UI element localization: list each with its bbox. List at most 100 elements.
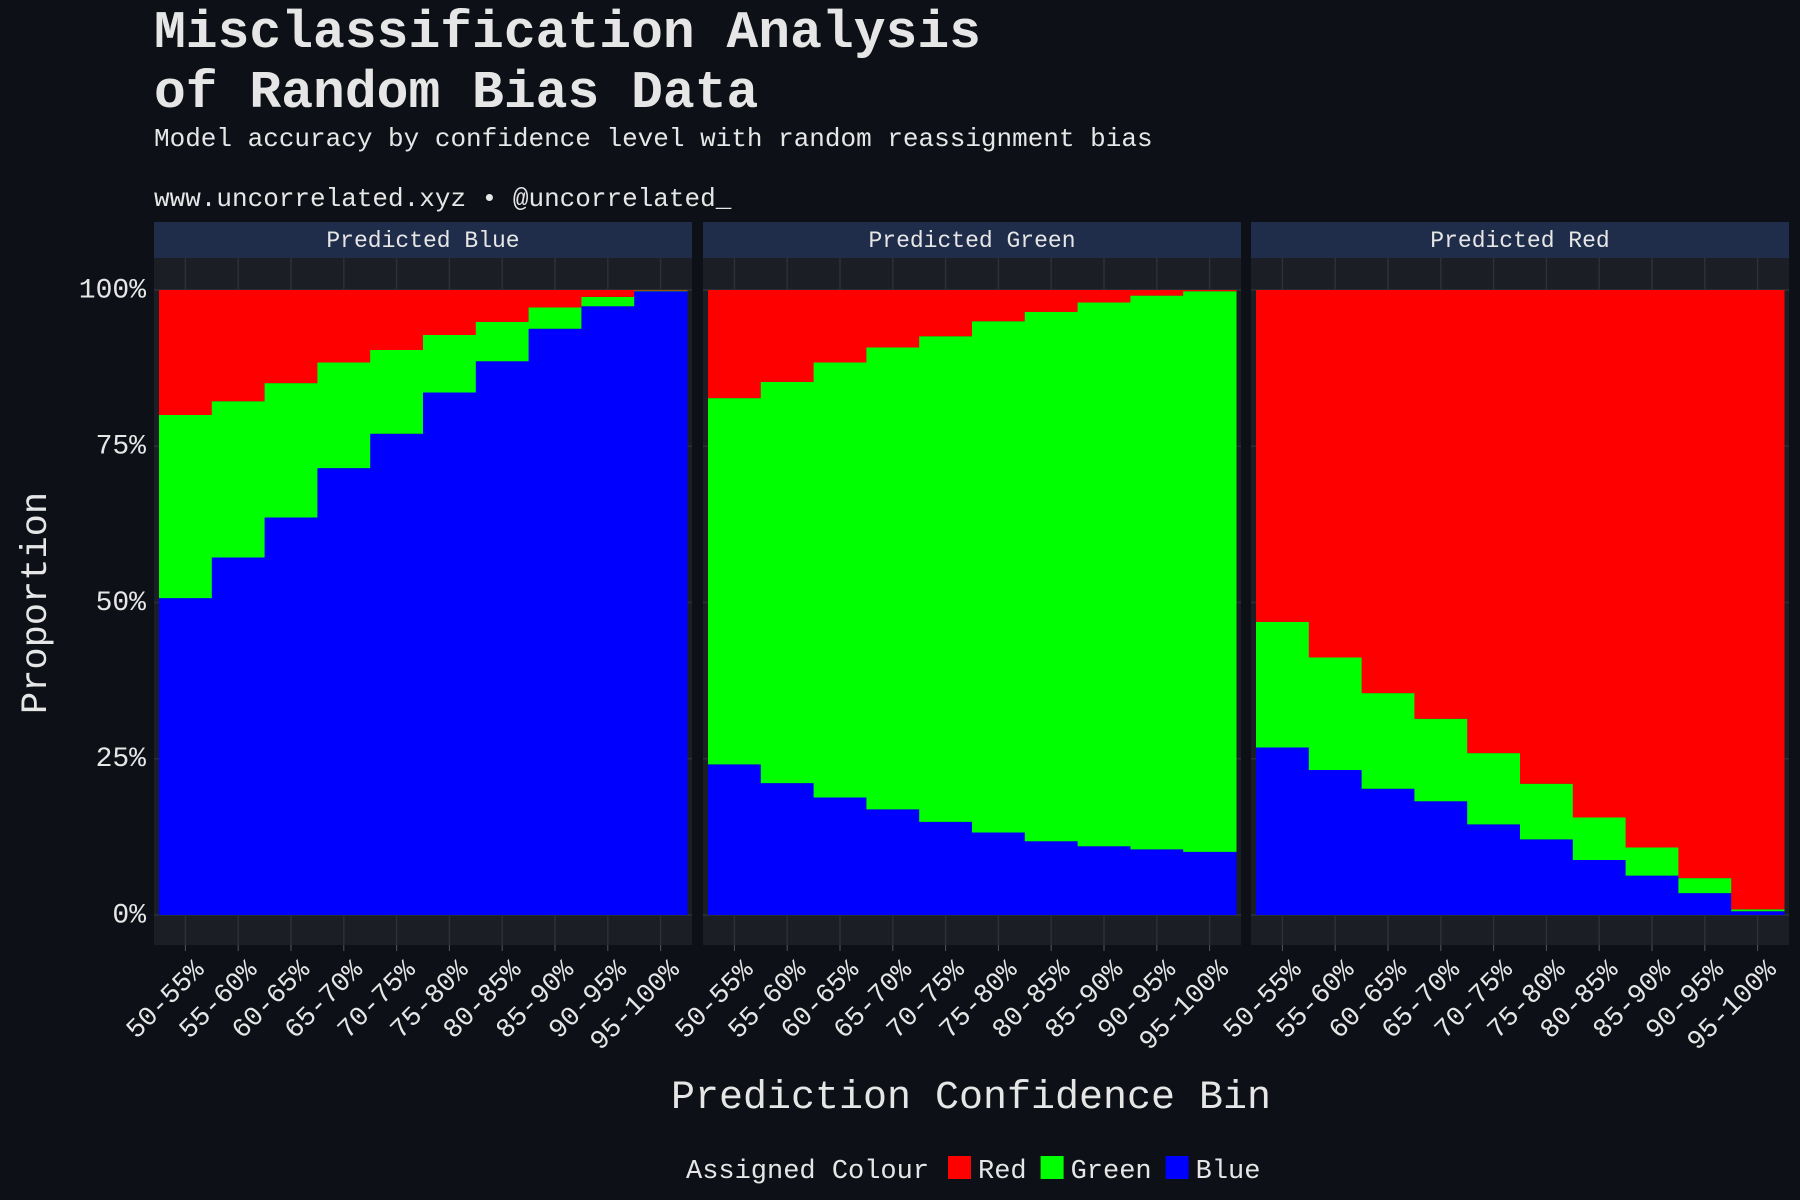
bar-segment bbox=[1024, 311, 1079, 842]
bar-segment bbox=[1308, 290, 1363, 658]
bar-segment bbox=[264, 383, 318, 518]
strip-label: Predicted Blue bbox=[326, 228, 519, 254]
bar-segment bbox=[1572, 290, 1627, 818]
legend-label: Blue bbox=[1196, 1157, 1261, 1187]
bar-segment bbox=[813, 797, 867, 915]
bar-segment bbox=[159, 598, 213, 915]
bar-segment bbox=[370, 350, 424, 434]
strip bbox=[154, 222, 692, 258]
bar-segment bbox=[972, 290, 1026, 322]
legend-swatch bbox=[1165, 1156, 1189, 1179]
bar-segment bbox=[1414, 801, 1468, 915]
y-tick-label: 75% bbox=[96, 432, 147, 463]
bar-segment bbox=[581, 306, 635, 915]
strip bbox=[1251, 222, 1789, 258]
bar-segment bbox=[475, 321, 530, 362]
bar-segment bbox=[1572, 817, 1627, 860]
strip bbox=[703, 222, 1241, 258]
chart-title: Misclassification Analysis bbox=[154, 3, 981, 63]
bar-segment bbox=[760, 783, 815, 915]
bar-segment bbox=[1361, 290, 1415, 694]
bar-segment bbox=[1130, 295, 1184, 850]
bar-segment bbox=[1183, 290, 1237, 292]
bar-segment bbox=[1467, 753, 1521, 825]
bar-segment bbox=[1077, 846, 1131, 915]
bar-segment bbox=[708, 398, 762, 765]
bar-segment bbox=[1361, 693, 1415, 789]
bar-segment bbox=[1731, 911, 1785, 915]
bar-segment bbox=[528, 328, 582, 915]
bar-segment bbox=[760, 381, 815, 784]
bar-segment bbox=[581, 290, 635, 297]
bar-segment bbox=[866, 290, 920, 348]
bar-segment bbox=[317, 290, 371, 363]
bar-segment bbox=[760, 290, 815, 382]
strip-label: Predicted Red bbox=[1430, 228, 1609, 254]
bar-segment bbox=[1414, 718, 1468, 802]
bar-segment bbox=[1256, 747, 1310, 915]
y-tick-label: 50% bbox=[96, 588, 147, 619]
legend-label: Green bbox=[1071, 1157, 1152, 1187]
bar-segment bbox=[813, 290, 867, 363]
bar-segment bbox=[475, 290, 530, 322]
bar-segment bbox=[159, 415, 213, 599]
bar-segment bbox=[708, 764, 762, 915]
bar-segment bbox=[634, 290, 688, 292]
bar-segment bbox=[475, 361, 530, 915]
bar-segment bbox=[1572, 860, 1627, 915]
bar-segment bbox=[1731, 290, 1785, 910]
bar-segment bbox=[972, 321, 1026, 833]
bar-segment bbox=[1520, 783, 1574, 840]
bar-segment bbox=[211, 401, 266, 558]
strip-label: Predicted Green bbox=[868, 228, 1075, 254]
bar-segment bbox=[1130, 290, 1184, 296]
bar-segment bbox=[370, 433, 424, 915]
bar-segment bbox=[423, 392, 477, 915]
y-axis-title: Proportion bbox=[16, 492, 58, 714]
bar-segment bbox=[159, 290, 213, 415]
bar-segment bbox=[919, 336, 973, 822]
legend-title: Assigned Colour bbox=[686, 1157, 929, 1187]
bar-segment bbox=[866, 347, 920, 810]
bar-segment bbox=[866, 809, 920, 915]
bar-segment bbox=[423, 290, 477, 335]
bar-segment bbox=[1256, 290, 1310, 622]
bar-segment bbox=[634, 290, 688, 291]
bar-segment bbox=[1077, 290, 1131, 303]
caption: www.uncorrelated.xyz • @uncorrelated_ bbox=[154, 184, 732, 214]
bar-segment bbox=[1024, 290, 1079, 312]
bar-segment bbox=[1520, 290, 1574, 784]
bar-segment bbox=[1467, 290, 1521, 754]
bar-segment bbox=[370, 290, 424, 350]
bar-segment bbox=[919, 290, 973, 337]
bar-segment bbox=[1625, 875, 1679, 915]
legend-swatch bbox=[1040, 1156, 1064, 1179]
chart-title: of Random Bias Data bbox=[154, 63, 758, 123]
bar-segment bbox=[317, 468, 371, 915]
bar-segment bbox=[211, 557, 266, 915]
bar-segment bbox=[1308, 657, 1363, 770]
y-tick-label: 0% bbox=[112, 900, 146, 931]
bar-segment bbox=[813, 362, 867, 798]
legend-swatch bbox=[948, 1156, 971, 1179]
bar-segment bbox=[1183, 851, 1237, 915]
bar-segment bbox=[1183, 291, 1237, 852]
bar-segment bbox=[1678, 893, 1732, 915]
bar-segment bbox=[264, 517, 318, 915]
bar-segment bbox=[1625, 290, 1679, 848]
bar-segment bbox=[972, 832, 1026, 915]
subtitle: Model accuracy by confidence level with … bbox=[154, 124, 1153, 154]
bar-segment bbox=[317, 362, 371, 469]
bar-segment bbox=[1625, 847, 1679, 876]
bar-segment bbox=[1024, 841, 1079, 915]
bar-segment bbox=[1678, 290, 1732, 879]
bar-segment bbox=[708, 290, 762, 399]
legend-label: Red bbox=[978, 1157, 1027, 1187]
bar-segment bbox=[528, 290, 582, 308]
bar-segment bbox=[1678, 878, 1732, 894]
bar-segment bbox=[1467, 824, 1521, 915]
bar-segment bbox=[1308, 770, 1363, 915]
bar-segment bbox=[1414, 290, 1468, 719]
